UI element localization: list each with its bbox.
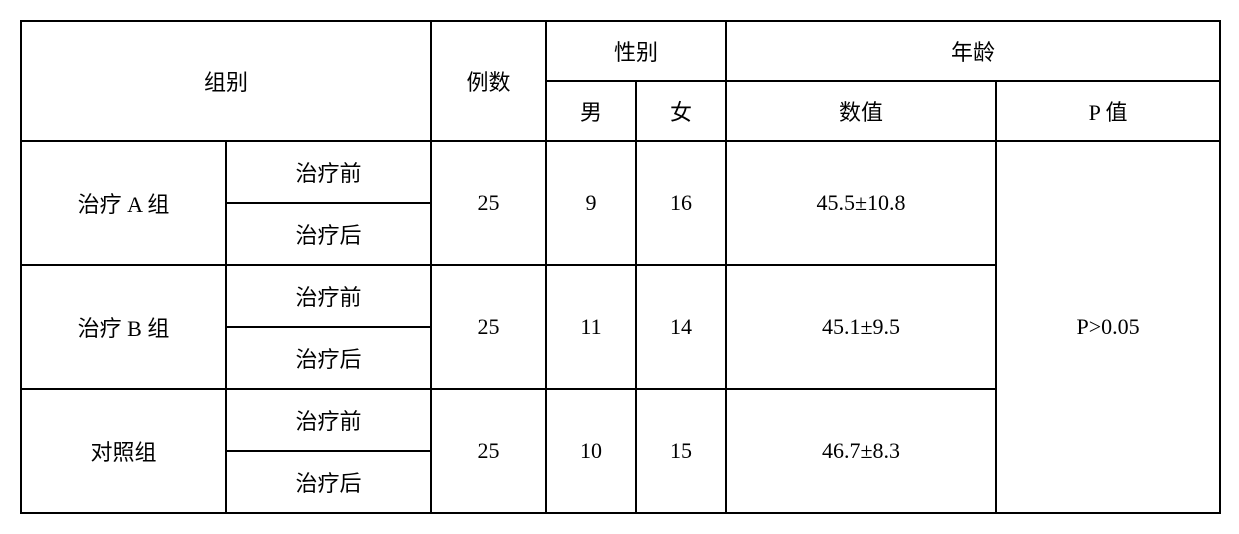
phase-post: 治疗后: [226, 451, 431, 513]
male-value: 11: [546, 265, 636, 389]
header-gender: 性别: [546, 21, 726, 81]
header-row-1: 组别 例数 性别 年龄: [21, 21, 1220, 81]
female-value: 15: [636, 389, 726, 513]
age-value: 45.1±9.5: [726, 265, 996, 389]
header-gender-female: 女: [636, 81, 726, 141]
female-value: 16: [636, 141, 726, 265]
table-row: 治疗 A 组 治疗前 25 9 16 45.5±10.8 P>0.05: [21, 141, 1220, 203]
header-age-p: P 值: [996, 81, 1220, 141]
header-age: 年龄: [726, 21, 1220, 81]
group-name: 治疗 B 组: [21, 265, 226, 389]
header-gender-male: 男: [546, 81, 636, 141]
p-value: P>0.05: [996, 141, 1220, 513]
age-value: 45.5±10.8: [726, 141, 996, 265]
phase-pre: 治疗前: [226, 141, 431, 203]
group-name: 治疗 A 组: [21, 141, 226, 265]
phase-pre: 治疗前: [226, 265, 431, 327]
clinical-data-table: 组别 例数 性别 年龄 男 女 数值 P 值 治疗 A 组 治疗前 25 9 1…: [20, 20, 1221, 514]
header-age-value: 数值: [726, 81, 996, 141]
group-name: 对照组: [21, 389, 226, 513]
male-value: 10: [546, 389, 636, 513]
header-cases: 例数: [431, 21, 546, 141]
header-group: 组别: [21, 21, 431, 141]
phase-pre: 治疗前: [226, 389, 431, 451]
cases-value: 25: [431, 389, 546, 513]
male-value: 9: [546, 141, 636, 265]
female-value: 14: [636, 265, 726, 389]
cases-value: 25: [431, 141, 546, 265]
age-value: 46.7±8.3: [726, 389, 996, 513]
phase-post: 治疗后: [226, 203, 431, 265]
cases-value: 25: [431, 265, 546, 389]
phase-post: 治疗后: [226, 327, 431, 389]
